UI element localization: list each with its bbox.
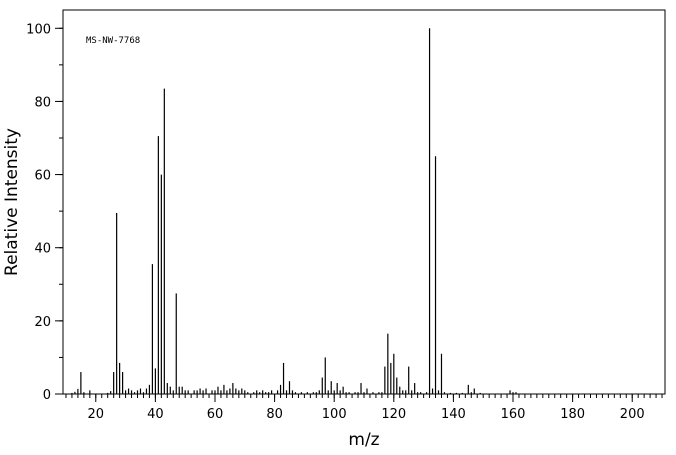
x-tick-label: 180 — [560, 407, 585, 422]
x-axis-title: m/z — [348, 430, 379, 450]
x-tick-label: 100 — [322, 407, 347, 422]
peaks-layer — [71, 28, 517, 394]
x-tick-label: 60 — [207, 407, 224, 422]
spectrum-id-annotation: MS-NW-7768 — [86, 36, 140, 46]
x-tick-label: 80 — [266, 407, 283, 422]
y-axis-ticks: 0 20 40 60 80 100 — [26, 22, 63, 403]
x-tick-label: 200 — [620, 407, 645, 422]
y-tick-label: 20 — [34, 315, 51, 330]
x-tick-label: 140 — [441, 407, 466, 422]
x-tick-label: 120 — [381, 407, 406, 422]
x-axis-ticks: 20 40 60 80 100 120 140 160 180 200 — [65, 394, 663, 422]
x-tick-label: 160 — [501, 407, 526, 422]
y-axis-title: Relative Intensity — [2, 128, 22, 276]
x-tick-label: 20 — [88, 407, 105, 422]
y-tick-label: 60 — [34, 169, 51, 184]
y-tick-label: 100 — [26, 22, 51, 37]
y-tick-label: 80 — [34, 95, 51, 110]
x-tick-label: 40 — [147, 407, 164, 422]
y-tick-label: 40 — [34, 242, 51, 257]
plot-frame — [62, 9, 666, 395]
y-tick-label: 0 — [43, 388, 51, 403]
